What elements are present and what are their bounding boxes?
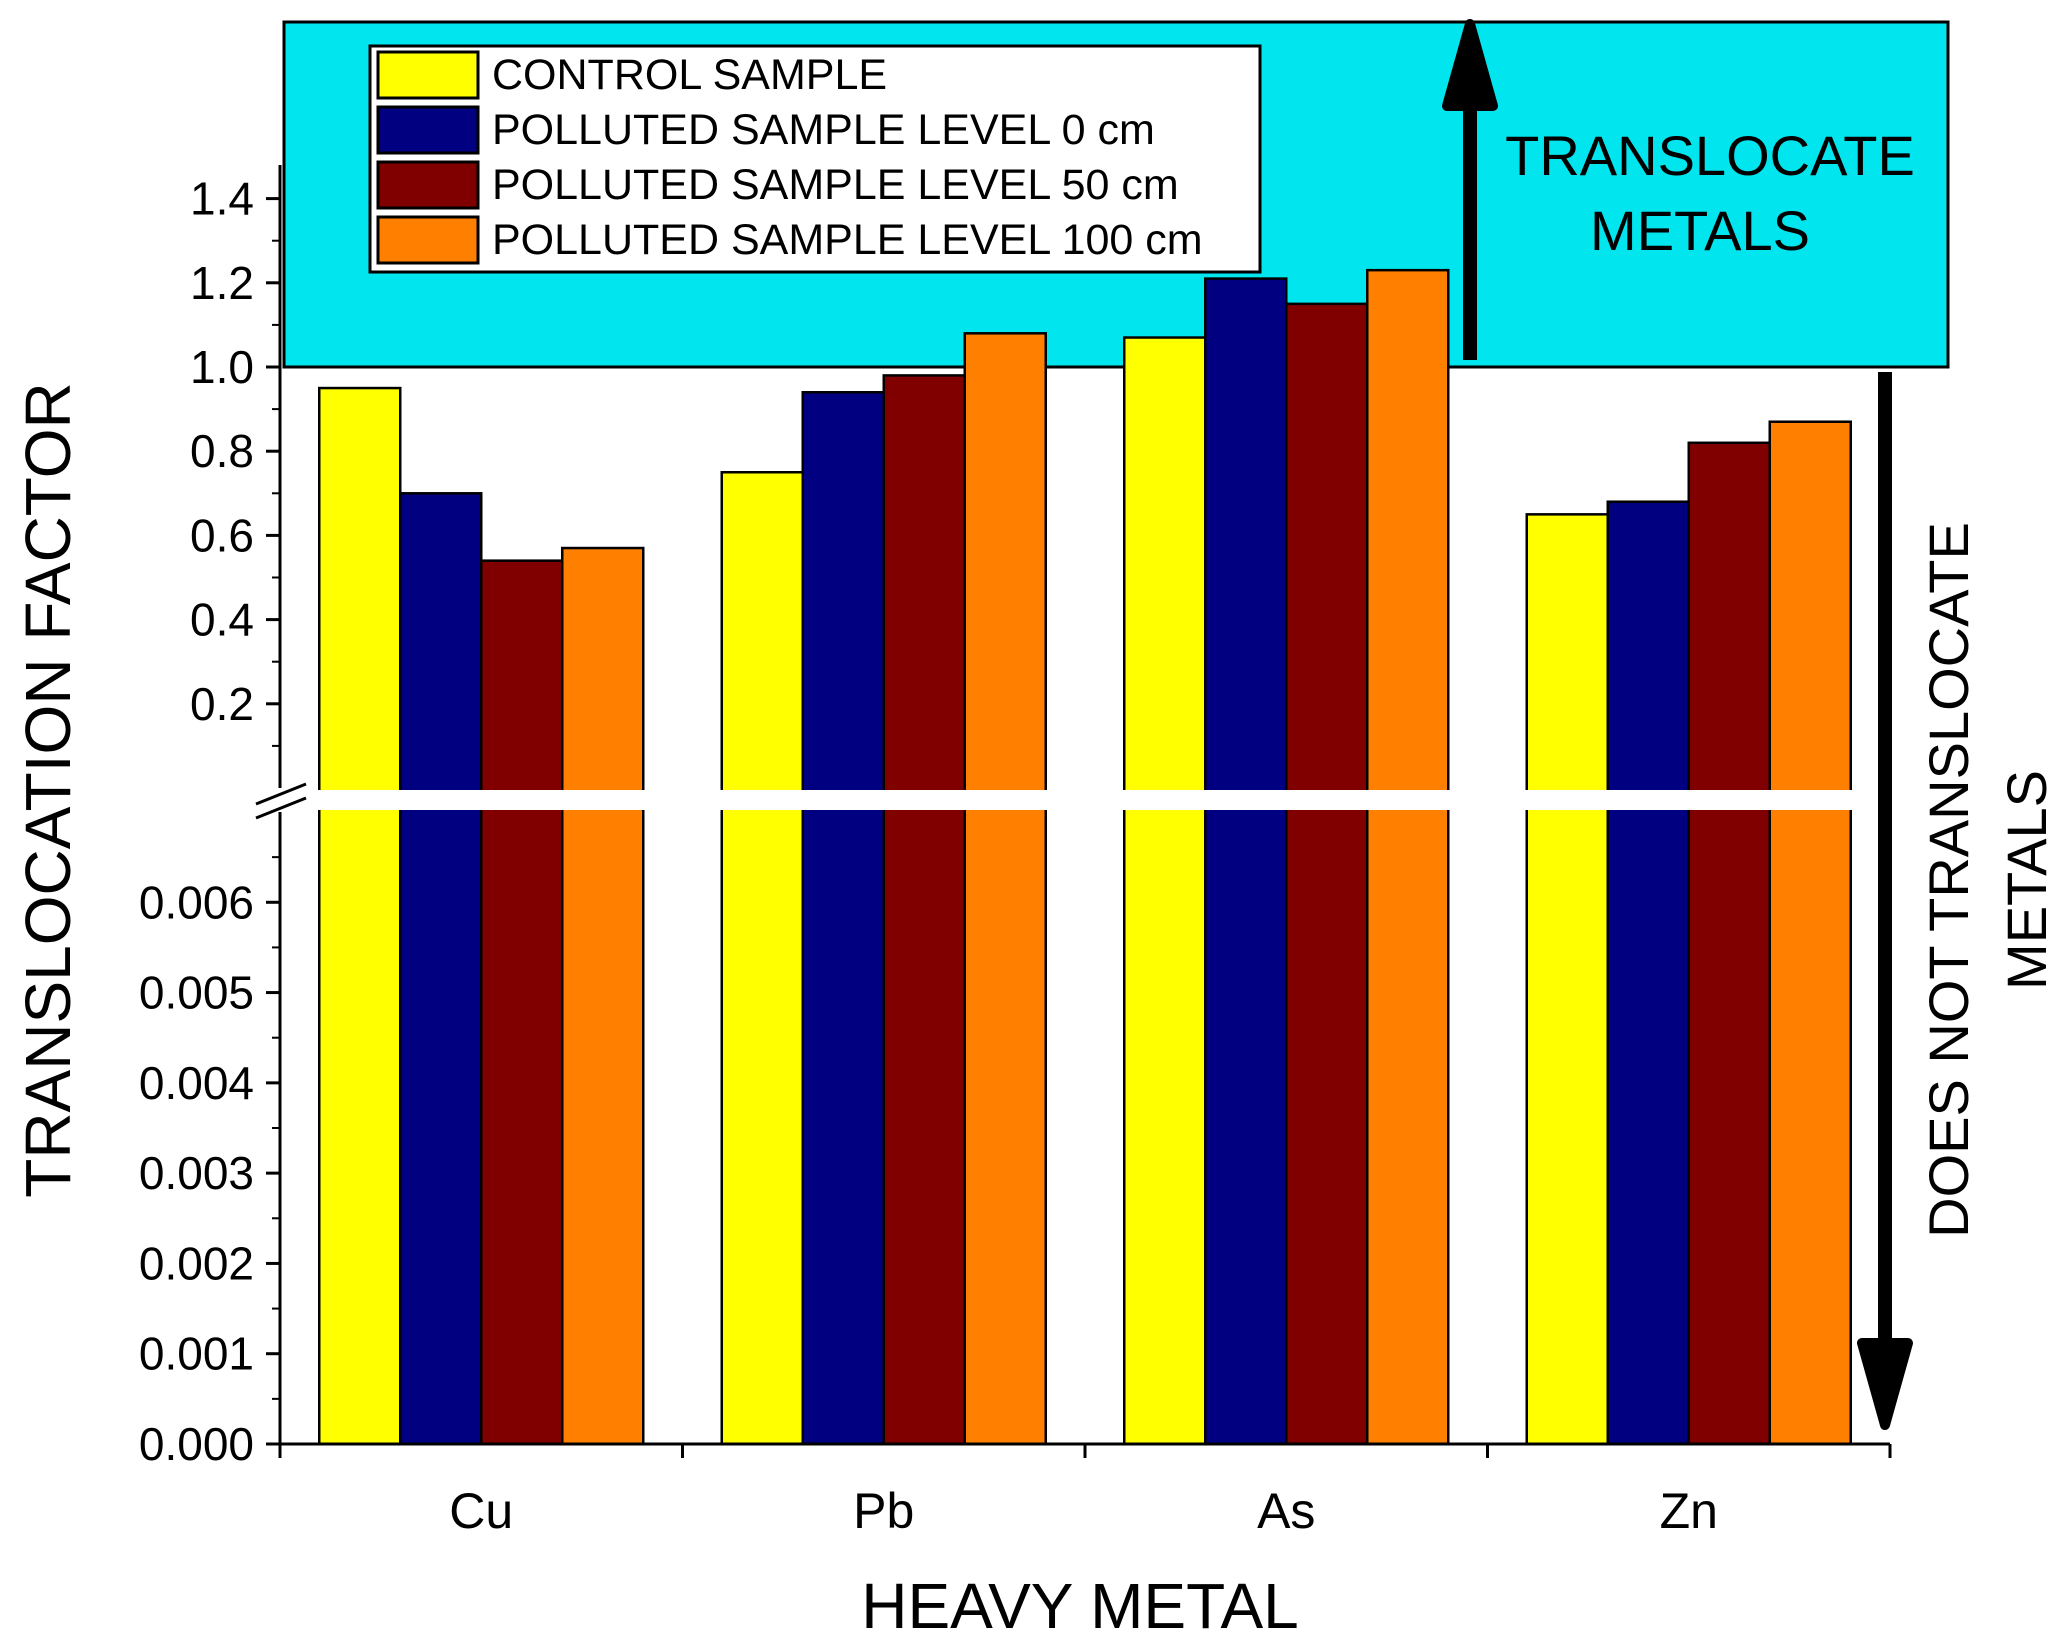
x-axis: Cu Pb As Zn: [278, 1442, 1892, 1539]
bar-zn-series-1: [1525, 513, 1609, 1446]
y-tick-label-upper: 0.8: [190, 425, 254, 477]
y-tick-label-lower: 0.001: [139, 1328, 254, 1380]
legend-label-series-4: POLLUTED SAMPLE LEVEL 100 cm: [492, 216, 1203, 264]
y-axis: 0.000 0.001 0.002 0.003 0.004 0.005 0.006 0.2 0.…: [139, 165, 282, 1470]
bar-pb-series-4: [963, 332, 1047, 1446]
y-tick-label-lower: 0.004: [139, 1057, 254, 1109]
down-arrow-icon: [1857, 372, 1913, 1430]
bar-cu-series-3: [480, 559, 564, 1446]
y-tick-label-upper: 0.2: [190, 678, 254, 730]
bar-cu-series-2: [399, 492, 483, 1446]
bar-zn-series-2: [1606, 500, 1690, 1446]
bar-cu-series-1: [318, 386, 402, 1446]
y-tick-label-upper: 0.4: [190, 594, 254, 646]
bar-pb-series-2: [801, 391, 885, 1446]
legend-swatch-series-2: [376, 105, 480, 155]
bar-pb-series-1: [720, 471, 804, 1446]
bar-as-series-1: [1123, 336, 1207, 1446]
x-tick-label-as: As: [1257, 1483, 1315, 1539]
legend-label-series-3: POLLUTED SAMPLE LEVEL 50 cm: [492, 161, 1179, 209]
break-slash-2: [255, 796, 307, 820]
bar-zn-series-4: [1768, 420, 1852, 1446]
annotation-no-translocate-line2: METALS: [1995, 770, 2058, 990]
legend-swatch-series-3: [376, 160, 480, 210]
bar-as-series-4: [1366, 268, 1450, 1446]
break-slash-1: [255, 782, 307, 806]
y-tick-label-lower: 0.003: [139, 1147, 254, 1199]
up-arrow-icon: [1442, 19, 1498, 360]
legend-box: [368, 44, 1262, 274]
legend: CONTROL SAMPLE POLLUTED SAMPLE LEVEL 0 cm…: [368, 44, 1262, 274]
annotation-translocate-line2: METALS: [1590, 199, 1810, 262]
bar-as-series-3: [1285, 302, 1369, 1446]
y-tick-label-lower: 0.006: [139, 876, 254, 928]
legend-label-series-1: CONTROL SAMPLE: [492, 51, 887, 99]
y-tick-label-lower: 0.005: [139, 967, 254, 1019]
axis-break-gap: [282, 790, 1912, 810]
y-tick-label-lower: 0.000: [139, 1418, 254, 1470]
x-axis-title: HEAVY METAL: [861, 1570, 1298, 1642]
y-tick-label-upper: 0.6: [190, 509, 254, 561]
bar-cu-series-4: [561, 546, 645, 1446]
x-tick-label-cu: Cu: [449, 1483, 513, 1539]
legend-swatch-series-1: [376, 50, 480, 100]
annotation-no-translocate-line1: DOES NOT TRANSLOCATE: [1917, 522, 1980, 1238]
annotation-translocate-line1: TRANSLOCATE: [1505, 124, 1915, 187]
y-tick-label-upper: 1.4: [190, 173, 254, 225]
y-tick-label-upper: 1.2: [190, 257, 254, 309]
legend-label-series-2: POLLUTED SAMPLE LEVEL 0 cm: [492, 106, 1155, 154]
bar-pb-series-3: [882, 374, 966, 1446]
bar-zn-series-3: [1687, 441, 1771, 1446]
x-tick-label-pb: Pb: [853, 1483, 914, 1539]
y-tick-label-lower: 0.002: [139, 1237, 254, 1289]
y-tick-label-upper: 1.0: [190, 341, 254, 393]
legend-swatch-series-4: [376, 215, 480, 265]
bars: [318, 268, 1852, 1446]
y-axis-title: TRANSLOCATION FACTOR: [12, 382, 84, 1198]
x-tick-label-zn: Zn: [1660, 1483, 1718, 1539]
axis-break-mark: [255, 782, 307, 820]
bar-as-series-2: [1204, 277, 1288, 1446]
